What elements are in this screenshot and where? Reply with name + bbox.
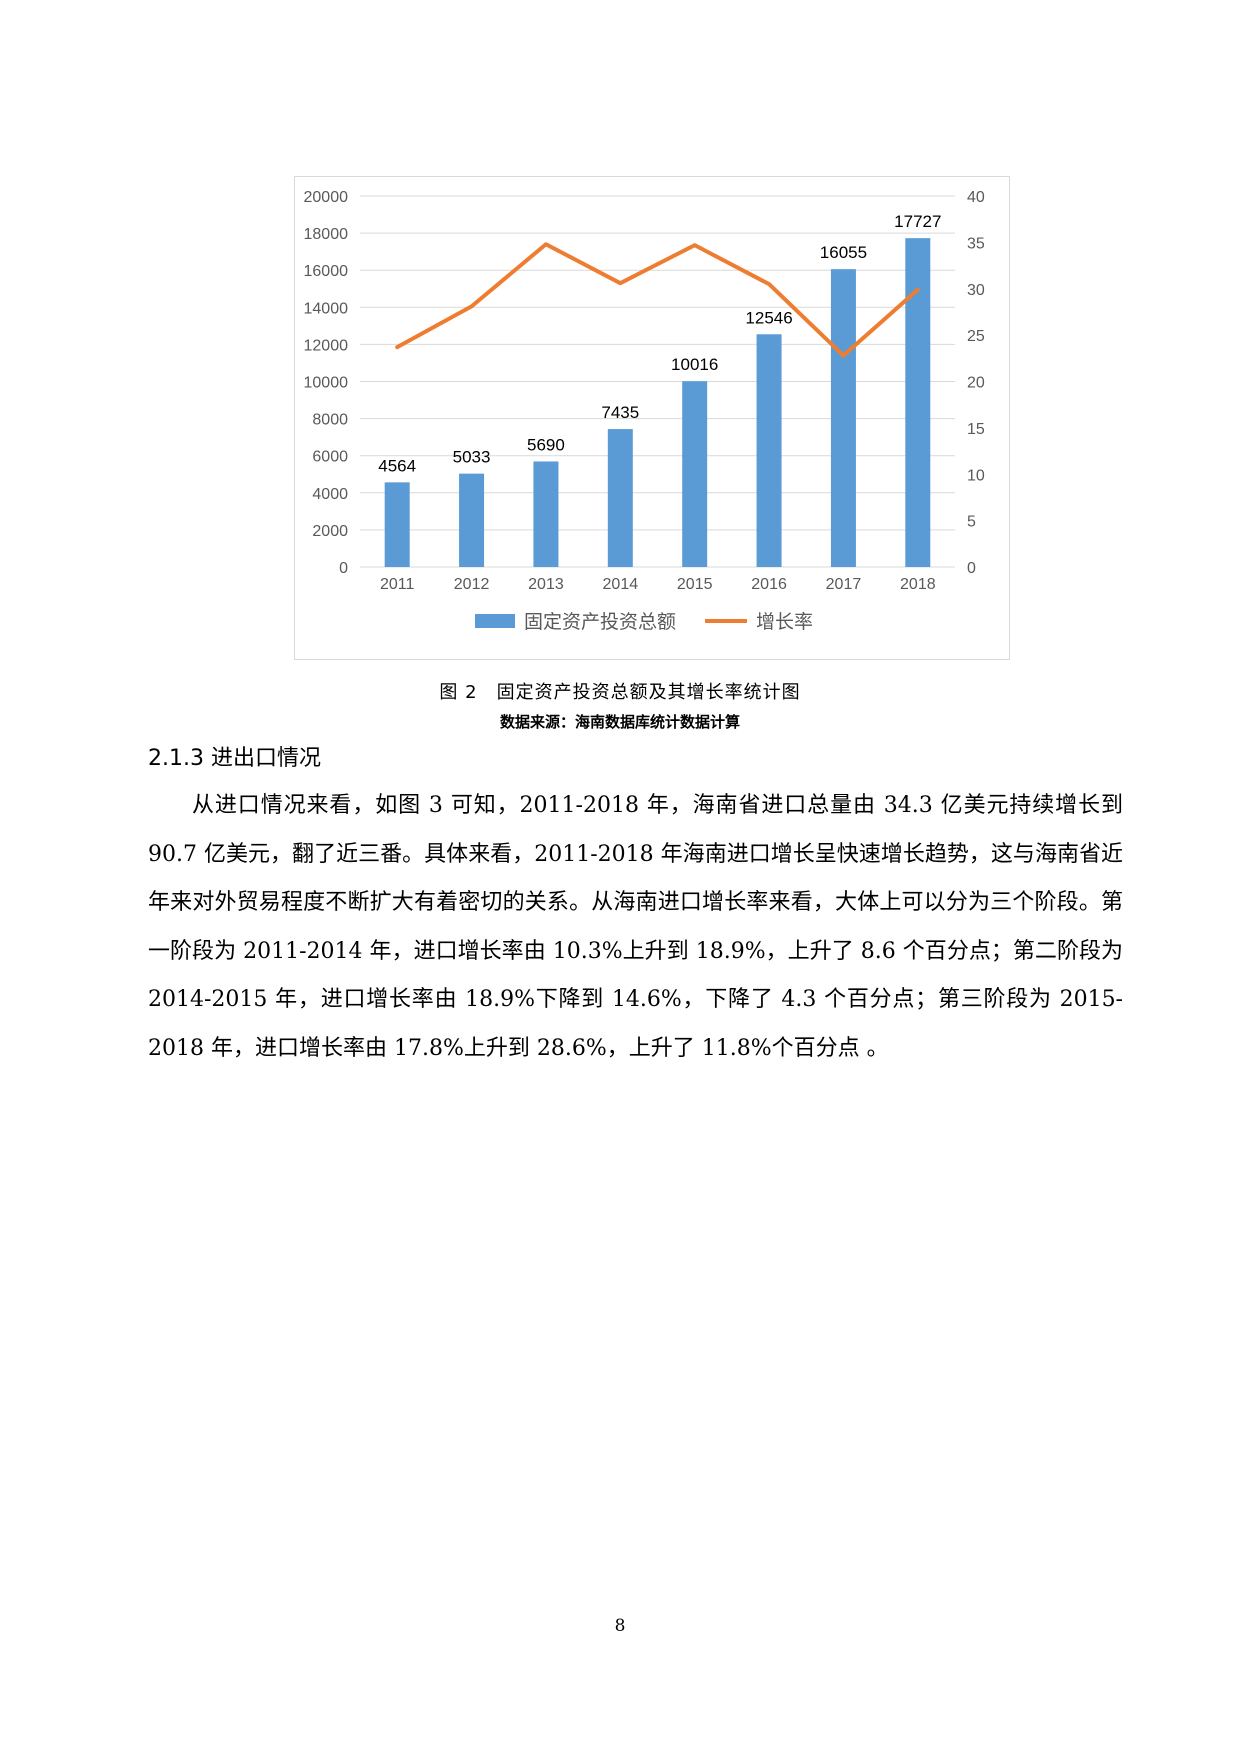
section-heading: 2.1.3 进出口情况 — [148, 746, 321, 771]
bar-data-label: 12546 — [745, 308, 792, 327]
y-right-tick-label: 40 — [967, 189, 985, 206]
bar — [756, 334, 782, 567]
x-tick-label: 2018 — [900, 576, 936, 593]
x-tick-label: 2014 — [603, 576, 639, 593]
y-right-tick-label: 30 — [967, 282, 985, 299]
body-paragraph: 从进口情况来看，如图 3 可知，2011-2018 年，海南省进口总量由 34.… — [148, 793, 1123, 1061]
bar-data-label: 10016 — [671, 355, 718, 374]
series-line-growth-rate — [395, 242, 920, 358]
x-tick-label: 2012 — [454, 576, 490, 593]
bar — [830, 269, 856, 567]
bar — [682, 381, 708, 567]
bar-data-label: 5033 — [453, 448, 491, 467]
chart: 0 2000 4000 6000 8000 10000 12000 14000 16000 180… — [304, 189, 985, 633]
y-right-tick-label: 10 — [967, 467, 985, 484]
y-left-tick-label: 14000 — [304, 300, 349, 317]
bar — [384, 482, 410, 567]
bar-data-label: 16055 — [820, 243, 867, 262]
y-right-tick-label: 0 — [967, 560, 976, 577]
y-left-tick-label: 10000 — [304, 375, 349, 392]
y-right-tick-label: 35 — [967, 235, 985, 252]
x-tick-label: 2016 — [751, 576, 787, 593]
y-right-tick-label: 20 — [967, 375, 985, 392]
legend-label-bar: 固定资产投资总额 — [524, 611, 676, 633]
bar-data-label: 7435 — [601, 403, 639, 422]
y-left-tick-label: 18000 — [304, 226, 349, 243]
y-right-tick-label: 15 — [967, 421, 985, 438]
bar-data-label: 5690 — [527, 435, 565, 454]
x-tick-label: 2013 — [528, 576, 564, 593]
bar — [459, 473, 485, 567]
legend-label-line: 增长率 — [756, 611, 813, 633]
y-left-tick-label: 8000 — [312, 412, 348, 429]
bar — [607, 429, 633, 567]
y-left-tick-label: 0 — [339, 560, 348, 577]
figure-caption: 图 2 固定资产投资总额及其增长率统计图 — [439, 682, 801, 703]
bar-data-label: 4564 — [378, 456, 416, 475]
y-left-tick-label: 4000 — [312, 486, 348, 503]
y-left-tick-label: 6000 — [312, 449, 348, 466]
y-left-tick-label: 2000 — [312, 523, 348, 540]
y-left-tick-label: 20000 — [304, 189, 349, 206]
x-tick-label: 2017 — [826, 576, 862, 593]
figure-source: 数据来源：海南数据库统计数据计算 — [499, 713, 740, 731]
legend-swatch-bar — [475, 614, 515, 628]
y-left-tick-label: 12000 — [304, 337, 349, 354]
x-tick-label: 2011 — [380, 576, 415, 593]
bar — [905, 238, 931, 567]
bar — [533, 461, 559, 567]
x-tick-label: 2015 — [677, 576, 713, 593]
page-number: 8 — [614, 1616, 626, 1636]
chart-frame: 0 2000 4000 6000 8000 10000 12000 14000 16000 180… — [294, 176, 1010, 660]
y-right-tick-label: 5 — [967, 514, 976, 531]
bar-data-label: 17727 — [894, 212, 941, 231]
y-right-tick-label: 25 — [967, 328, 985, 345]
y-left-tick-label: 16000 — [304, 263, 349, 280]
